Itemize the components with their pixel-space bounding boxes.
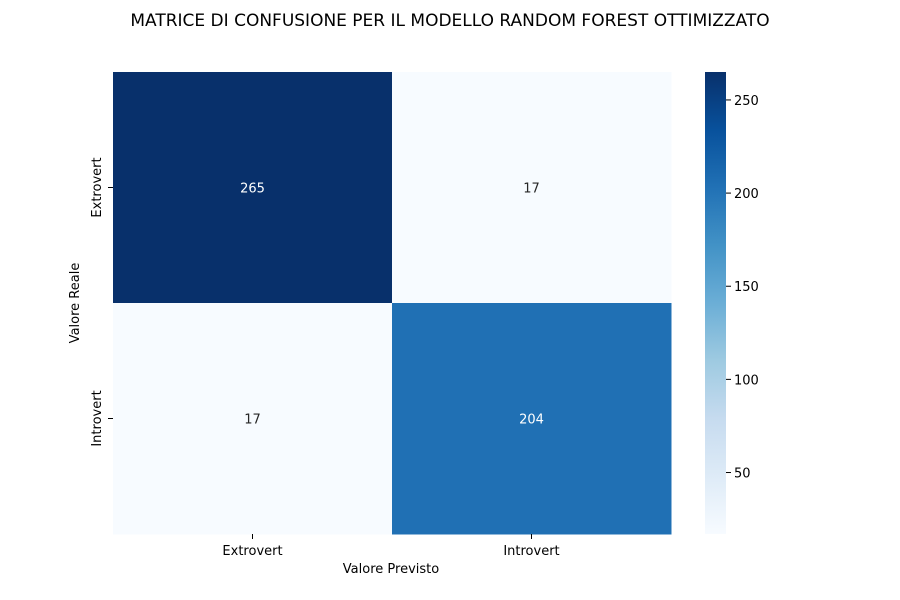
colorbar: 50 100 150 200 250 — [705, 72, 759, 534]
colorbar-tick-label: 250 — [734, 94, 759, 109]
heatmap-cell — [392, 303, 672, 535]
heatmap-cell — [113, 72, 393, 304]
y-tick-label: Introvert — [90, 390, 105, 446]
x-tick-label: Extrovert — [222, 544, 282, 559]
heatmap: 265 17 17 204 — [113, 72, 672, 535]
x-axis-label: Valore Previsto — [343, 562, 439, 577]
colorbar-gradient — [705, 72, 726, 534]
heatmap-cell — [392, 72, 672, 304]
cell-value-label: 17 — [523, 182, 540, 197]
x-axis: Extrovert Introvert — [222, 534, 560, 559]
colorbar-tick-label: 100 — [734, 373, 759, 388]
cell-value-label: 17 — [244, 413, 261, 428]
colorbar-tick-label: 50 — [734, 467, 751, 482]
y-axis: Extrovert Introvert — [90, 157, 113, 447]
colorbar-tick-label: 150 — [734, 280, 759, 295]
heatmap-cell — [113, 303, 393, 535]
x-tick-label: Introvert — [503, 544, 559, 559]
y-tick-label: Extrovert — [90, 157, 105, 217]
cell-value-label: 265 — [240, 182, 265, 197]
y-axis-label: Valore Reale — [68, 263, 83, 344]
colorbar-tick-label: 200 — [734, 187, 759, 202]
cell-value-label: 204 — [519, 413, 544, 428]
chart-title: MATRICE DI CONFUSIONE PER IL MODELLO RAN… — [130, 11, 769, 31]
